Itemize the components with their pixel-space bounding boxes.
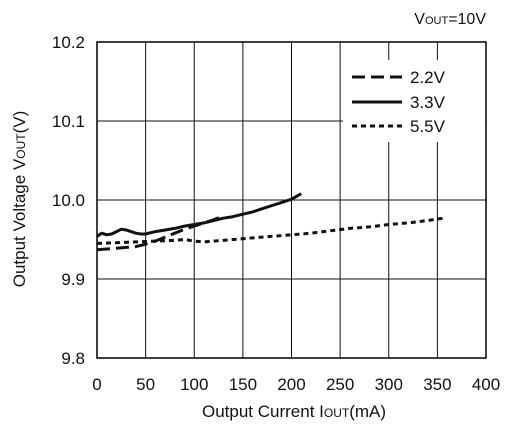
legend-entry-3-3v: 3.3V bbox=[352, 93, 446, 112]
y-tick-label: 10.2 bbox=[52, 33, 85, 52]
x-tick-label: 50 bbox=[136, 375, 155, 394]
x-tick-label: 300 bbox=[375, 375, 403, 394]
legend-label-5-5v: 5.5V bbox=[410, 117, 446, 136]
legend: 2.2V 3.3V 5.5V bbox=[343, 60, 485, 142]
legend-entry-5-5v: 5.5V bbox=[352, 117, 446, 136]
x-tick-label: 100 bbox=[180, 375, 208, 394]
x-tick-label: 0 bbox=[92, 375, 101, 394]
x-tick-label: 200 bbox=[277, 375, 305, 394]
x-tick-label: 150 bbox=[229, 375, 257, 394]
y-tick-label: 10.1 bbox=[52, 112, 85, 131]
x-tick-label: 350 bbox=[423, 375, 451, 394]
y-tick-label: 10.0 bbox=[52, 191, 85, 210]
series-line-3-3v bbox=[96, 192, 302, 238]
x-tick-label: 400 bbox=[472, 375, 500, 394]
legend-label-3-3v: 3.3V bbox=[410, 93, 446, 112]
y-tick-label: 9.8 bbox=[61, 349, 85, 368]
x-tick-label: 250 bbox=[326, 375, 354, 394]
series-line-2-2v bbox=[96, 216, 221, 252]
legend-label-2-2v: 2.2V bbox=[410, 68, 446, 87]
x-tick-labels: 0 50 100 150 200 250 300 350 400 bbox=[92, 375, 500, 394]
legend-entry-2-2v: 2.2V bbox=[352, 68, 446, 87]
series-layer bbox=[96, 192, 444, 252]
y-tick-labels: 9.8 9.9 10.0 10.1 10.2 bbox=[52, 33, 85, 368]
series-line-5-5v bbox=[96, 216, 444, 245]
plot-frame bbox=[96, 41, 487, 359]
y-axis-title: Output Voltage VOUT(V) bbox=[10, 111, 29, 288]
x-axis-title: Output Current IOUT(mA) bbox=[202, 402, 386, 421]
condition-label: VOUT=10V bbox=[414, 11, 486, 28]
y-tick-label: 9.9 bbox=[61, 270, 85, 289]
